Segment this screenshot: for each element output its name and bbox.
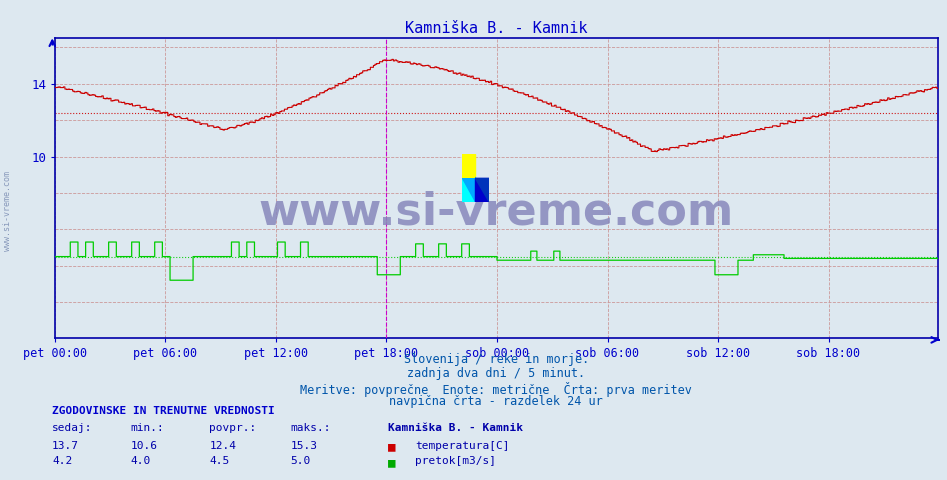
Text: sedaj:: sedaj: xyxy=(52,423,93,433)
Bar xyxy=(462,154,475,178)
Text: ZGODOVINSKE IN TRENUTNE VREDNOSTI: ZGODOVINSKE IN TRENUTNE VREDNOSTI xyxy=(52,406,275,416)
Text: min.:: min.: xyxy=(131,423,165,433)
Text: 10.6: 10.6 xyxy=(131,441,158,451)
Polygon shape xyxy=(462,178,475,202)
Text: 12.4: 12.4 xyxy=(209,441,237,451)
Text: Slovenija / reke in morje.: Slovenija / reke in morje. xyxy=(403,353,589,366)
Text: 4.5: 4.5 xyxy=(209,456,229,466)
Text: temperatura[C]: temperatura[C] xyxy=(415,441,509,451)
Text: 15.3: 15.3 xyxy=(291,441,318,451)
Text: navpična črta - razdelek 24 ur: navpična črta - razdelek 24 ur xyxy=(389,395,603,408)
Text: zadnja dva dni / 5 minut.: zadnja dva dni / 5 minut. xyxy=(407,367,585,380)
Text: ■: ■ xyxy=(388,456,396,469)
Text: Meritve: povprečne  Enote: metrične  Črta: prva meritev: Meritve: povprečne Enote: metrične Črta:… xyxy=(300,382,692,396)
Text: ■: ■ xyxy=(388,441,396,454)
Text: pretok[m3/s]: pretok[m3/s] xyxy=(415,456,496,466)
Text: Kamniška B. - Kamnik: Kamniška B. - Kamnik xyxy=(388,423,524,433)
Polygon shape xyxy=(462,178,475,202)
Title: Kamniška B. - Kamnik: Kamniška B. - Kamnik xyxy=(405,21,587,36)
Polygon shape xyxy=(475,178,489,202)
Bar xyxy=(475,178,489,202)
Text: www.si-vreme.com: www.si-vreme.com xyxy=(3,171,12,251)
Text: 4.2: 4.2 xyxy=(52,456,72,466)
Text: 13.7: 13.7 xyxy=(52,441,80,451)
Text: 4.0: 4.0 xyxy=(131,456,151,466)
Text: maks.:: maks.: xyxy=(291,423,331,433)
Text: 5.0: 5.0 xyxy=(291,456,311,466)
Text: povpr.:: povpr.: xyxy=(209,423,257,433)
Text: www.si-vreme.com: www.si-vreme.com xyxy=(259,191,734,234)
